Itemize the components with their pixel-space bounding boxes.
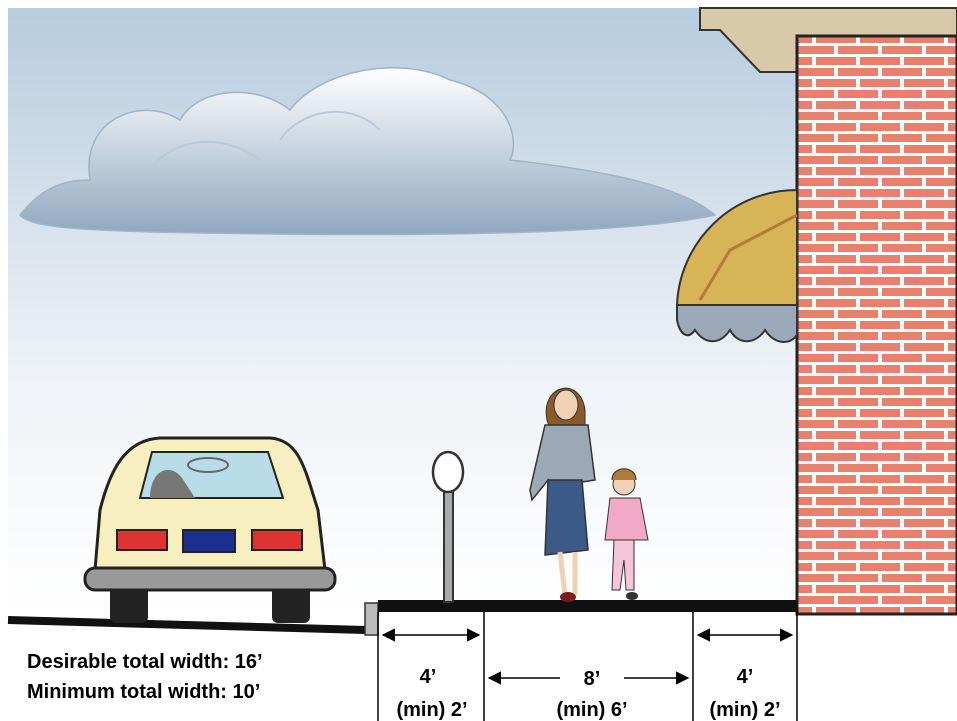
zone-minimum: (min) 2’ xyxy=(709,699,780,721)
street xyxy=(8,620,365,630)
sidewalk xyxy=(378,600,798,612)
note: Desirable total width: 16’ xyxy=(27,651,263,673)
zone-minimum: (min) 6’ xyxy=(556,699,627,721)
zone-width: 4’ xyxy=(737,666,754,688)
zone-minimum: (min) 2’ xyxy=(396,699,467,721)
curb xyxy=(365,603,378,635)
illustration: Desirable total width: 16’ Minimum total… xyxy=(0,0,957,721)
zone-width: 8’ xyxy=(584,668,601,690)
zone-width: 4’ xyxy=(420,666,437,688)
note: Minimum total width: 10’ xyxy=(27,681,260,703)
